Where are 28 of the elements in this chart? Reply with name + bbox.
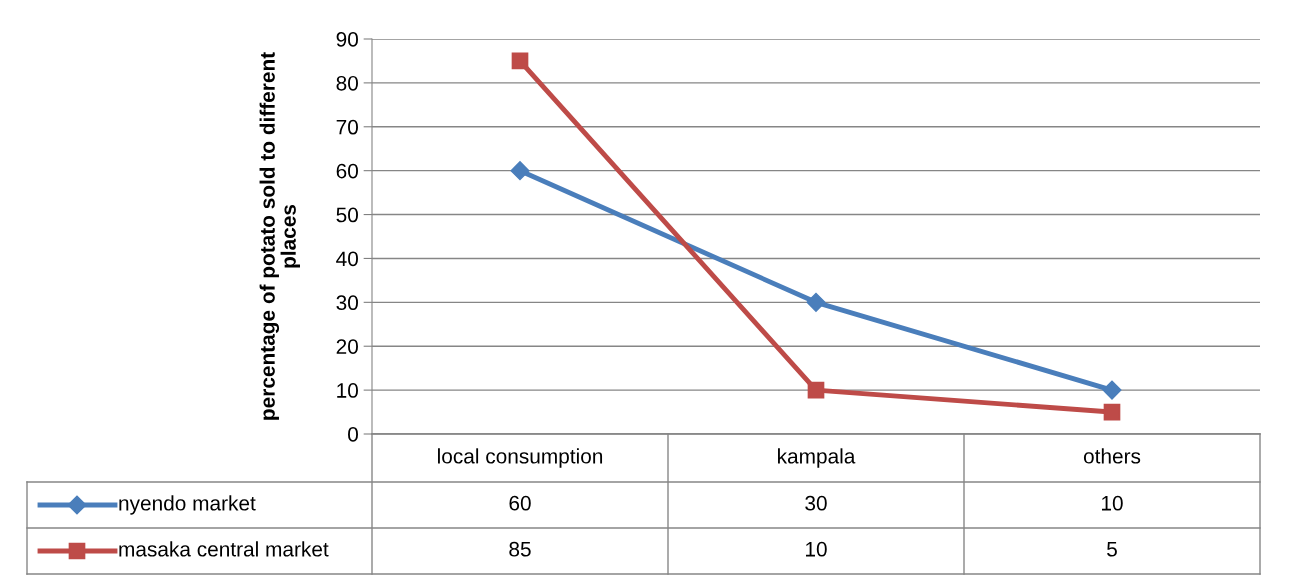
x-tick-label: kampala bbox=[778, 448, 856, 468]
point bbox=[1103, 403, 1121, 421]
y-tick-label: 70 bbox=[336, 119, 358, 135]
x-tick-label: others bbox=[1083, 448, 1141, 464]
point bbox=[511, 52, 529, 70]
y-tick-label: 30 bbox=[336, 295, 358, 311]
legend-label: masaka central market bbox=[119, 541, 329, 557]
y-tick-label: 60 bbox=[336, 163, 358, 179]
y-tick-label: 20 bbox=[336, 339, 358, 354]
y-tick-label: 80 bbox=[336, 75, 358, 91]
y-axis-title: percentage of potato sold to different places bbox=[259, 52, 300, 420]
legend-label: nyendo market bbox=[119, 495, 256, 515]
y-tick-label: 10 bbox=[337, 383, 358, 398]
point bbox=[807, 381, 825, 399]
data-label: 10 bbox=[806, 541, 827, 557]
y-tick-label: 50 bbox=[336, 207, 358, 223]
data-label: 60 bbox=[509, 495, 531, 511]
data-label: 30 bbox=[805, 495, 827, 511]
y-tick-label: 90 bbox=[336, 32, 358, 47]
y-tick-label: 40 bbox=[336, 251, 358, 267]
point bbox=[510, 161, 530, 181]
point bbox=[806, 292, 826, 312]
data-label: 10 bbox=[1102, 495, 1123, 511]
y-tick-label: 0 bbox=[348, 427, 358, 442]
data-label: 85 bbox=[509, 541, 531, 557]
point bbox=[1102, 380, 1122, 400]
x-tick-label: local consumption bbox=[438, 448, 603, 468]
data-label: 5 bbox=[1107, 542, 1117, 557]
